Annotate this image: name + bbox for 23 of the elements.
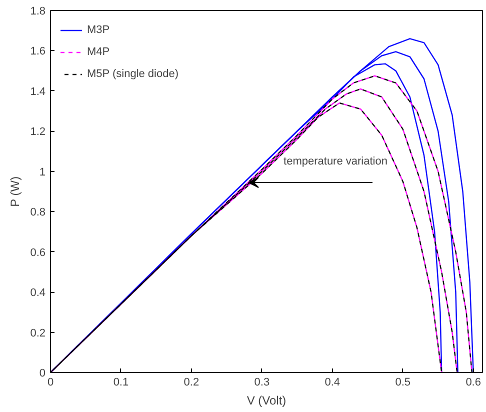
y-tick-label: 0.2	[30, 327, 46, 340]
y-tick-label: 1.8	[30, 6, 46, 18]
x-axis-title: V (Volt)	[246, 394, 286, 408]
x-tick-label: 0.5	[395, 376, 411, 388]
legend-label: M3P	[87, 24, 110, 36]
y-tick-label: 0.8	[30, 206, 46, 219]
legend-label: M5P (single diode)	[87, 68, 179, 80]
y-tick-label: 0.6	[30, 246, 46, 259]
x-tick-label: 0.2	[184, 376, 200, 388]
x-tick-label: 0.1	[113, 376, 129, 388]
x-tick-label: 0.6	[466, 376, 481, 388]
y-tick-label: 1.2	[30, 126, 46, 138]
y-tick-label: 1.4	[30, 86, 46, 98]
y-tick-label: 1.6	[30, 46, 46, 58]
annotation: temperature variation	[284, 156, 388, 168]
y-axis-title: P (W)	[8, 176, 22, 207]
x-tick-label: 0	[47, 376, 54, 388]
legend-label: M4P	[87, 46, 110, 58]
x-tick-label: 0.4	[324, 376, 340, 388]
x-tick-label: 0.3	[254, 376, 270, 388]
y-tick-label: 0.4	[30, 287, 46, 300]
y-tick-label: 1	[39, 166, 46, 178]
y-tick-label: 0	[39, 368, 46, 380]
